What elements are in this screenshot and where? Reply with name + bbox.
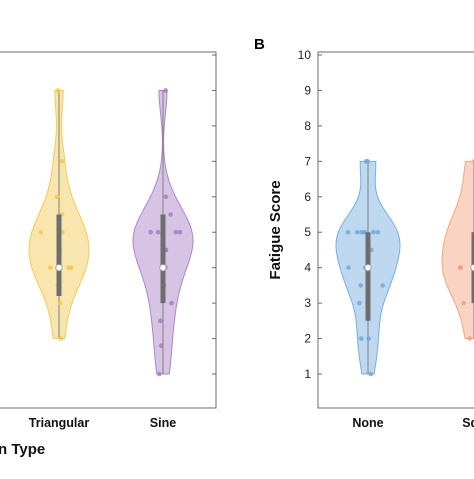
panel-b-data-point — [346, 265, 351, 270]
panel-a-data-point — [157, 372, 162, 377]
panel-b-data-point — [346, 230, 351, 235]
panel-a-data-point — [168, 212, 173, 217]
panel-b-data-point — [458, 265, 463, 270]
panel-b-data-point — [355, 230, 360, 235]
panel-b-data-point — [380, 283, 385, 288]
panel-b-ytick-label: 8 — [304, 119, 311, 133]
panel-b-ytick-label: 5 — [304, 225, 311, 239]
panel-b-category-labels: None Squ — [352, 416, 474, 430]
panel-a-data-point — [148, 230, 153, 235]
panel-b-data-point — [467, 336, 472, 341]
panel-a-data-point — [159, 343, 164, 348]
panel-a-x-axis-title: n Type — [0, 441, 45, 458]
panel-a-data-point — [59, 336, 64, 341]
panel-a-median-marker — [160, 264, 166, 270]
panel-b-y-axis-title: Fatigue Score — [267, 180, 284, 279]
panel-b-data-point — [364, 159, 369, 164]
panel-b-iqr-box — [366, 232, 371, 321]
panel-a-data-point — [163, 88, 168, 93]
panel-b-ytick-label: 2 — [304, 332, 311, 346]
panel-a-data-point — [55, 194, 60, 199]
panel-b-letter: B — [254, 36, 265, 53]
panel-a-data-point — [58, 301, 63, 306]
panel-a: Triangular Sine n Type — [0, 52, 216, 458]
panel-a-data-point — [60, 159, 65, 164]
panel-b-violin-squ — [442, 161, 474, 338]
panel-b-ytick-label: 7 — [304, 154, 311, 168]
panel-b-ytick-label: 3 — [304, 296, 311, 310]
panel-b-violins — [336, 159, 474, 376]
panel-b-ytick-label: 10 — [298, 48, 312, 62]
panel-b-data-point — [369, 372, 374, 377]
panel-b-ytick-label: 1 — [304, 367, 311, 381]
panel-b-data-point — [360, 230, 365, 235]
panel-a-category-label: Triangular — [29, 416, 90, 430]
panel-b-median-marker — [365, 264, 371, 270]
panel-a-violins — [29, 88, 193, 376]
panel-a-data-point — [48, 265, 53, 270]
panel-b-category-label: Squ — [462, 416, 474, 430]
panel-a-data-point — [164, 194, 169, 199]
panel-b-ytick-label: 4 — [304, 261, 311, 275]
panel-a-category-labels: Triangular Sine — [29, 416, 176, 430]
panel-b: B 1 2 3 4 5 6 7 8 9 10 None Squ Fatigue Score — [254, 36, 474, 430]
panel-a-data-point — [158, 319, 163, 324]
panel-a-iqr-box — [57, 215, 62, 297]
panel-a-category-label: Sine — [150, 416, 176, 430]
panel-a-data-point — [169, 301, 174, 306]
panel-b-data-point — [358, 283, 363, 288]
panel-b-data-point — [357, 301, 362, 306]
panel-b-ytick-label: 6 — [304, 190, 311, 204]
panel-b-data-point — [371, 230, 376, 235]
panel-b-data-point — [461, 301, 466, 306]
panel-b-data-point — [359, 336, 364, 341]
panel-b-category-label: None — [352, 416, 383, 430]
panel-a-data-point — [38, 230, 43, 235]
panel-b-data-point — [376, 230, 381, 235]
panel-a-data-point — [178, 230, 183, 235]
panel-b-ytick-label: 9 — [304, 83, 311, 97]
panel-a-data-point — [173, 230, 178, 235]
panel-a-median-marker — [56, 264, 62, 270]
panel-a-data-point — [156, 230, 161, 235]
panel-a-data-point — [66, 265, 71, 270]
panel-b-data-point — [366, 336, 371, 341]
panel-a-data-point — [56, 88, 61, 93]
panel-a-iqr-box — [161, 215, 166, 304]
